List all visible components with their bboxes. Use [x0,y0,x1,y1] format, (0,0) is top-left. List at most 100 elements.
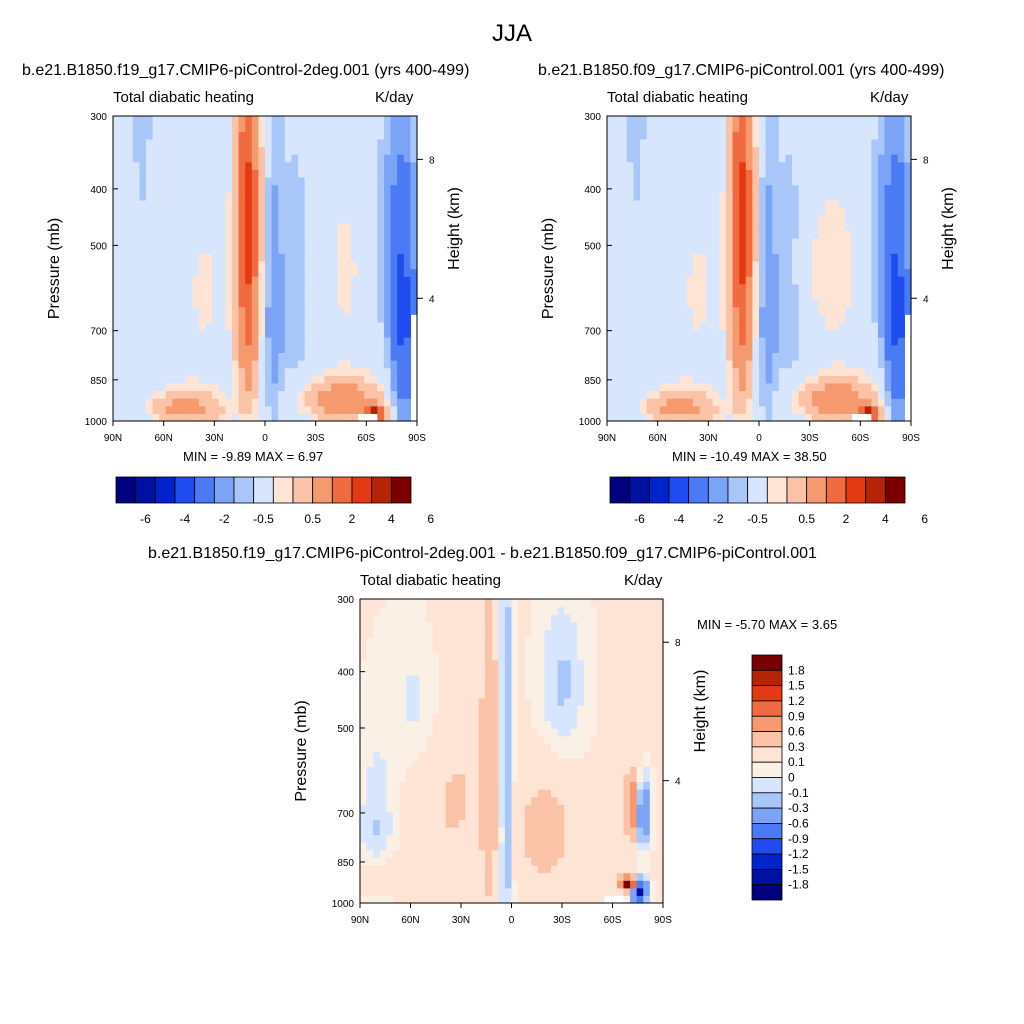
field-cell [785,321,793,331]
field-cell [298,344,306,353]
field-cell [537,887,546,896]
field-cell [471,857,480,866]
field-cell [179,405,187,414]
field-cell [858,199,866,209]
field-cell [633,337,641,346]
field-cell [478,705,486,714]
field-cell [251,116,259,125]
field-cell [350,398,359,407]
field-cell [739,116,747,125]
field-cell [383,276,392,285]
field-cell [792,390,800,399]
field-cell [132,245,141,254]
field-cell [377,260,385,270]
field-cell [673,314,681,323]
field-cell [745,306,753,315]
field-cell [544,827,552,836]
field-cell [432,599,440,608]
field-cell [798,146,806,155]
field-cell [192,344,200,353]
field-cell [699,169,707,178]
field-cell [390,230,398,239]
field-cell [666,116,674,125]
field-cell [577,849,585,858]
field-cell [377,299,385,308]
field-cell [498,720,506,729]
field-cell [613,123,621,132]
field-cell [877,207,886,216]
field-cell [471,644,480,653]
field-cell [706,138,714,148]
field-cell [317,123,326,132]
field-cell [745,344,753,353]
field-cell [831,367,839,376]
field-cell [798,184,806,193]
field-cell [778,161,787,170]
field-cell [478,751,486,760]
field-cell [159,321,167,331]
field-cell [406,621,414,630]
field-cell [640,299,648,308]
field-cell [317,154,326,163]
field-cell [126,116,134,125]
field-cell [544,713,552,722]
field-cell [620,184,628,193]
field-cell [425,849,434,858]
field-cell [258,222,266,231]
field-cell [739,283,747,292]
field-cell [772,352,780,361]
field-cell [165,321,174,331]
field-cell [864,253,872,262]
field-cell [452,667,460,676]
field-cell [706,398,714,407]
field-cell [805,138,813,148]
field-cell [759,245,767,254]
field-cell [364,276,372,285]
field-cell [478,758,486,767]
field-cell [673,154,681,163]
field-cell [659,299,668,308]
field-cell [653,276,661,285]
field-cell [357,199,365,209]
field-cell [419,887,427,896]
field-cell [366,697,374,706]
field-cell [557,697,565,706]
field-cell [432,614,440,623]
field-cell [897,116,905,125]
field-cell [291,276,299,285]
field-cell [406,637,414,646]
field-cell [373,880,381,889]
field-cell [471,766,480,775]
field-cell [719,321,727,331]
field-cell [238,268,246,277]
field-cell [403,146,411,155]
field-cell [633,238,641,247]
field-cell [172,161,180,170]
field-cell [504,637,513,646]
field-cell [653,283,661,292]
field-cell [225,184,233,193]
field-cell [410,276,418,285]
field-cell [699,321,707,331]
field-cell [458,621,466,630]
field-cell [205,321,213,331]
field-cell [410,230,418,239]
field-cell [251,291,259,300]
field-cell [692,138,701,148]
field-cell [792,253,800,262]
field-cell [864,314,872,323]
field-cell [732,138,740,148]
field-cell [524,690,532,699]
field-cell [379,735,387,744]
field-cell [498,834,506,843]
field-cell [551,872,559,881]
field-cell [324,352,332,361]
field-cell [373,659,381,668]
field-cell [844,344,853,353]
field-cell [126,344,134,353]
field-cell [877,352,886,361]
field-cell [570,781,578,790]
field-cell [897,367,905,376]
field-cell [692,360,701,369]
field-cell [364,146,372,155]
